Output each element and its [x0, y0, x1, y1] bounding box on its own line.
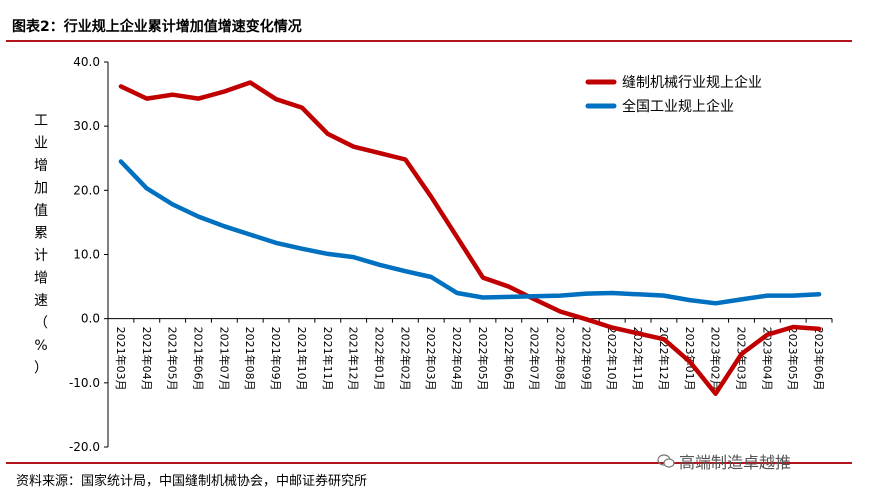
y-axis-label-text: 工业增加值累计增速（%） [34, 113, 48, 377]
title-bar: 图表2：行业规上企业累计增加值增速变化情况 [6, 0, 852, 40]
y-axis-label: 工业增加值累计增速（%） [34, 113, 48, 377]
x-tick-label: 2022年02月 [398, 327, 412, 391]
x-tick-label: 2022年01月 [373, 327, 387, 391]
x-tick-label: 2023年06月 [812, 327, 826, 391]
x-tick-label: 2023年04月 [760, 327, 774, 391]
x-tick-label: 2021年07月 [217, 327, 231, 391]
x-tick-label: 2023年01月 [683, 327, 697, 391]
top-rule [6, 40, 852, 42]
x-tick-label: 2021年08月 [243, 327, 257, 391]
x-tick-label: 2023年03月 [735, 327, 749, 391]
axes [104, 61, 833, 448]
legend-label: 全国工业规上企业 [622, 98, 734, 115]
x-tick-label: 2021年03月 [114, 327, 128, 391]
x-tick-label: 2022年06月 [502, 327, 516, 391]
source-note: 资料来源：国家统计局，中国缝制机械协会，中邮证券研究所 [16, 474, 368, 489]
y-tick-label: 0.0 [81, 312, 100, 326]
series-lines [118, 80, 822, 396]
x-tick-label: 2022年11月 [631, 327, 645, 391]
watermark-text: 高端制造卓越推 [679, 453, 792, 472]
wechat-icon [657, 454, 675, 468]
series-line-2 [118, 159, 822, 306]
x-tick-label: 2021年12月 [347, 327, 361, 391]
x-tick-label: 2022年07月 [528, 327, 542, 391]
legend-label: 缝制机械行业规上企业 [622, 74, 762, 91]
x-tick-labels: 2021年03月 2021年04月 2021年05月 2021年06月 2021年07月… [114, 327, 826, 391]
x-tick-label: 2023年05月 [786, 327, 800, 391]
x-tick-label: 2022年04月 [450, 327, 464, 391]
x-tick-label: 2021年04月 [140, 327, 154, 391]
x-tick-label: 2023年02月 [709, 327, 723, 391]
x-tick-label: 2021年10月 [295, 327, 309, 391]
watermark: 高端制造卓越推 [657, 449, 791, 473]
x-tick-label: 2022年05月 [476, 327, 490, 391]
y-tick-label: 30.0 [73, 119, 100, 133]
y-tick-label: 40.0 [73, 55, 100, 69]
x-tick-label: 2021年09月 [269, 327, 283, 391]
y-tick-label: -20.0 [69, 440, 100, 454]
y-tick-label: 20.0 [73, 183, 100, 197]
series-line-1 [118, 80, 822, 396]
x-tick-label: 2022年03月 [424, 327, 438, 391]
y-tick-label: 10.0 [73, 248, 100, 262]
x-tick-label: 2022年08月 [554, 327, 568, 391]
x-tick-label: 2021年11月 [321, 327, 335, 391]
bottom-rule [6, 462, 852, 464]
y-tick-label: -10.0 [69, 376, 100, 390]
x-tick-label: 2022年09月 [579, 327, 593, 391]
y-tick-labels: 40.0 30.0 20.0 10.0 0.0 -10.0 -20.0 [69, 55, 100, 454]
x-tick-label: 2022年10月 [605, 327, 619, 391]
page-title: 图表2：行业规上企业累计增加值增速变化情况 [12, 19, 302, 35]
x-tick-label: 2021年06月 [192, 327, 206, 391]
x-tick-label: 2021年05月 [166, 327, 180, 391]
